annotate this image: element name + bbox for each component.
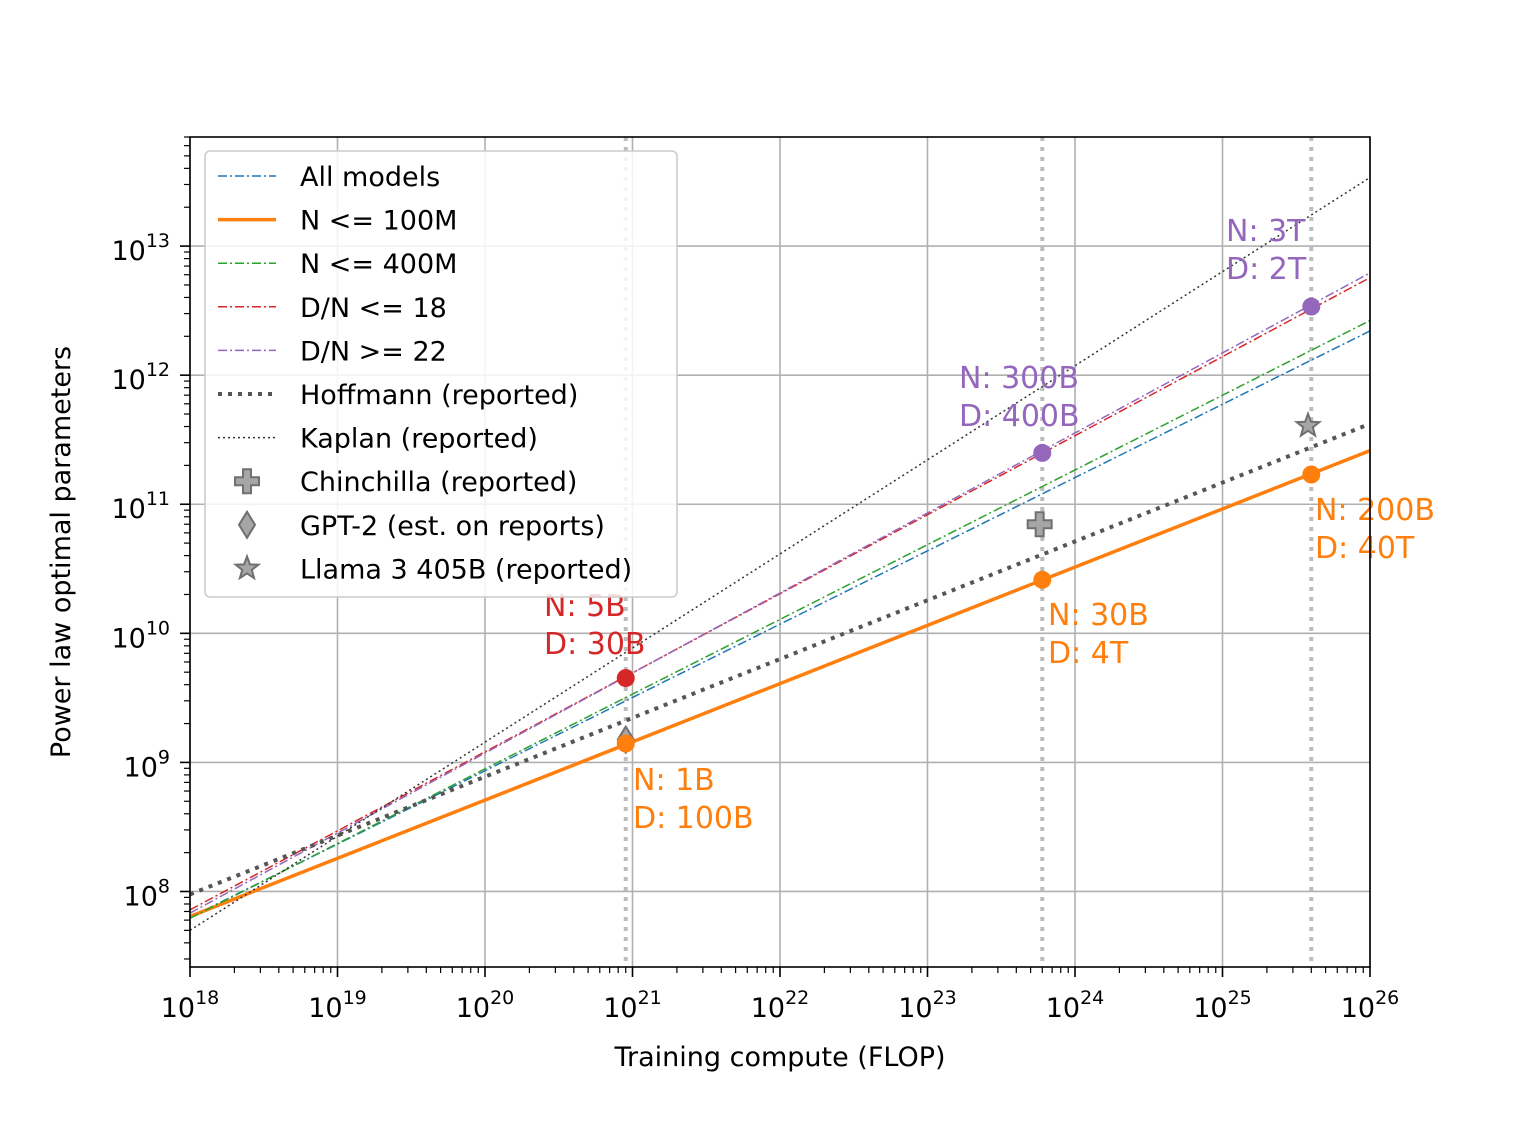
highlight-point [1302, 297, 1321, 316]
legend-entry-label: Llama 3 405B (reported) [300, 554, 632, 585]
series-lines [190, 176, 1370, 931]
highlight-point [616, 669, 635, 688]
x-tick-exponent: 25 [1228, 987, 1252, 1009]
y-tick-exponent: 10 [146, 617, 170, 639]
y-tick-base: 10 [124, 881, 158, 912]
highlight-point [1033, 443, 1052, 462]
x-axis-label: Training compute (FLOP) [613, 1042, 945, 1073]
x-tick-exponent: 20 [490, 987, 514, 1009]
legend-box [204, 150, 678, 598]
x-tick-base: 10 [1193, 993, 1227, 1024]
x-tick-label: 1026 [1341, 987, 1400, 1024]
y-tick-base: 10 [111, 365, 145, 396]
x-tick-label: 1022 [751, 987, 810, 1024]
highlight-point [1302, 465, 1321, 484]
annotation-line2: D: 30B [544, 627, 646, 662]
legend-entry-label: Chinchilla (reported) [300, 467, 577, 498]
legend-swatch-plus [234, 468, 260, 495]
annotation-line1: N: 200B [1315, 493, 1435, 528]
x-tick-label: 1023 [898, 987, 957, 1024]
annotation-line2: D: 100B [633, 801, 754, 836]
legend-swatch-star [232, 553, 262, 581]
x-tick-exponent: 24 [1080, 987, 1104, 1009]
y-tick-base: 10 [111, 623, 145, 654]
annotation-line2: D: 40T [1315, 531, 1415, 566]
x-tick-base: 10 [456, 993, 490, 1024]
x-tick-exponent: 23 [933, 987, 957, 1009]
reference-points [616, 410, 1323, 755]
series-line [190, 449, 1370, 919]
axis-ticks [180, 136, 1371, 977]
y-tick-exponent: 12 [146, 359, 170, 381]
highlight-point [1033, 570, 1052, 589]
y-tick-exponent: 9 [158, 746, 170, 768]
annotation-line1: N: 1B [633, 763, 715, 798]
annotation-line2: D: 2T [1226, 252, 1307, 287]
x-tick-label: 1024 [1046, 987, 1105, 1024]
legend-entry-label: D/N <= 18 [300, 293, 447, 324]
tick-labels: 1018 1019 1020 1021 1022 1023 1024 1025 10261081… [111, 230, 1399, 1024]
y-tick-label: 1011 [111, 488, 170, 525]
x-tick-base: 10 [603, 993, 637, 1024]
series-line [190, 176, 1370, 931]
legend-entry-label: N <= 100M [300, 206, 457, 237]
y-tick-base: 10 [111, 494, 145, 525]
grid [189, 137, 1371, 967]
annotation-line1: N: 3T [1226, 214, 1306, 249]
legend-entry-label: Hoffmann (reported) [300, 380, 578, 411]
y-tick-label: 109 [124, 746, 170, 783]
x-tick-base: 10 [1046, 993, 1080, 1024]
x-tick-base: 10 [1341, 993, 1375, 1024]
y-tick-exponent: 8 [158, 875, 170, 897]
x-tick-base: 10 [751, 993, 785, 1024]
legend-entry-label: GPT-2 (est. on reports) [300, 511, 605, 542]
legend: All models N <= 100M N <= 400M D/N <= 18 D/N… [204, 150, 678, 598]
annotation-line2: D: 4T [1048, 636, 1129, 671]
x-tick-base: 10 [161, 993, 195, 1024]
x-tick-exponent: 21 [638, 987, 662, 1009]
legend-entry-label: Kaplan (reported) [300, 424, 538, 455]
y-tick-exponent: 13 [146, 230, 170, 252]
y-tick-label: 1013 [111, 230, 170, 267]
highlight-point [616, 734, 635, 753]
x-tick-label: 1025 [1193, 987, 1252, 1024]
y-tick-base: 10 [111, 236, 145, 267]
legend-entry-label: D/N >= 22 [300, 336, 447, 367]
y-axis-label: Power law optimal parameters [46, 346, 77, 758]
x-tick-base: 10 [898, 993, 932, 1024]
x-tick-exponent: 19 [343, 987, 367, 1009]
series-line [190, 330, 1370, 919]
legend-entry-label: All models [300, 162, 440, 193]
y-tick-label: 108 [124, 875, 170, 912]
y-tick-base: 10 [124, 752, 158, 783]
annotation-line1: N: 30B [1048, 598, 1149, 633]
highlight-points [616, 297, 1321, 753]
series-line [190, 421, 1370, 897]
x-tick-label: 1021 [603, 987, 662, 1024]
annotation-line2: D: 400B [959, 399, 1080, 434]
y-tick-label: 1012 [111, 359, 170, 396]
x-tick-label: 1020 [456, 987, 515, 1024]
y-tick-label: 1010 [111, 617, 170, 654]
reference-marker-star [1293, 410, 1323, 438]
x-tick-label: 1018 [161, 987, 220, 1024]
y-tick-exponent: 11 [146, 488, 170, 510]
x-tick-exponent: 22 [785, 987, 809, 1009]
reference-marker-plus [1026, 511, 1053, 538]
annotation-line1: N: 300B [959, 361, 1079, 396]
legend-entry-label: N <= 400M [300, 249, 457, 280]
x-tick-exponent: 26 [1375, 987, 1399, 1009]
x-tick-base: 10 [308, 993, 342, 1024]
vertical-marker-lines [623, 137, 1314, 967]
series-line [190, 272, 1370, 914]
x-tick-exponent: 18 [195, 987, 219, 1009]
legend-swatch-diamond [237, 509, 257, 540]
x-tick-label: 1019 [308, 987, 367, 1024]
